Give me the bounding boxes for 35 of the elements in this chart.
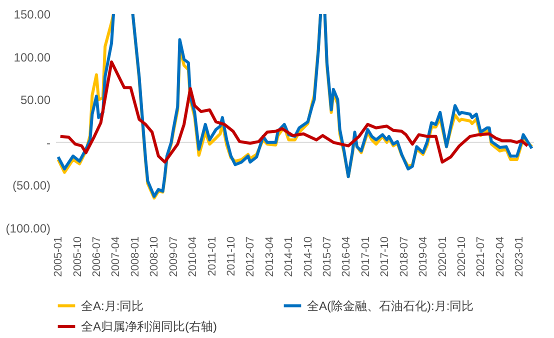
x-tick-label: 2005-01	[52, 236, 65, 277]
x-tick-label: 2017-01	[360, 236, 372, 277]
x-tick-label: 2023-01	[514, 236, 526, 277]
x-tick-label: 2013-04	[264, 236, 276, 277]
x-tick-label: 2014-10	[302, 236, 314, 277]
x-tick-label: 2020-01	[436, 236, 449, 277]
x-tick-label: 2016-04	[340, 236, 353, 277]
x-tick-label: 2018-07	[398, 236, 410, 277]
x-tick-label: 2012-07	[244, 236, 257, 277]
x-tick-label: 2007-04	[110, 236, 122, 277]
x-tick-label: 2009-07	[168, 236, 180, 277]
x-tick-label: 2006-07	[90, 236, 103, 277]
x-tick-label: 2020-10	[456, 236, 468, 277]
x-tick-label: 2005-10	[72, 236, 84, 277]
legend-label: 全A(除金融、石油石化):月:同比	[307, 298, 474, 313]
x-tick-label: 2021-07	[475, 236, 488, 277]
x-tick-label: 2014-01	[283, 236, 296, 277]
legend-label: 全A归属净利润同比(右轴)	[81, 320, 217, 334]
x-tick-label: 2008-01	[129, 236, 142, 277]
x-tick-label: 2010-04	[187, 236, 200, 277]
x-tick-label: 2015-07	[321, 236, 334, 277]
y-tick-label: 100.00	[14, 50, 51, 64]
y-tick-label: 150.00	[14, 8, 51, 22]
x-tick-label: 2017-10	[379, 236, 392, 277]
legend-label: 全A:月:同比	[81, 298, 144, 313]
x-tick-label: 2011-01	[206, 236, 218, 276]
y-tick-label: (100.00)	[6, 222, 50, 236]
x-tick-label: 2022-04	[494, 236, 506, 277]
line-series	[58, 60, 530, 164]
x-tick-label: 2019-04	[418, 236, 430, 277]
y-tick-label: (50.00)	[12, 178, 50, 193]
x-tick-label: 2008-10	[148, 236, 161, 277]
x-tick-label: 2011-10	[225, 236, 238, 276]
y-tick-label: -	[46, 136, 50, 150]
y-tick-label: 50.00	[20, 93, 51, 108]
